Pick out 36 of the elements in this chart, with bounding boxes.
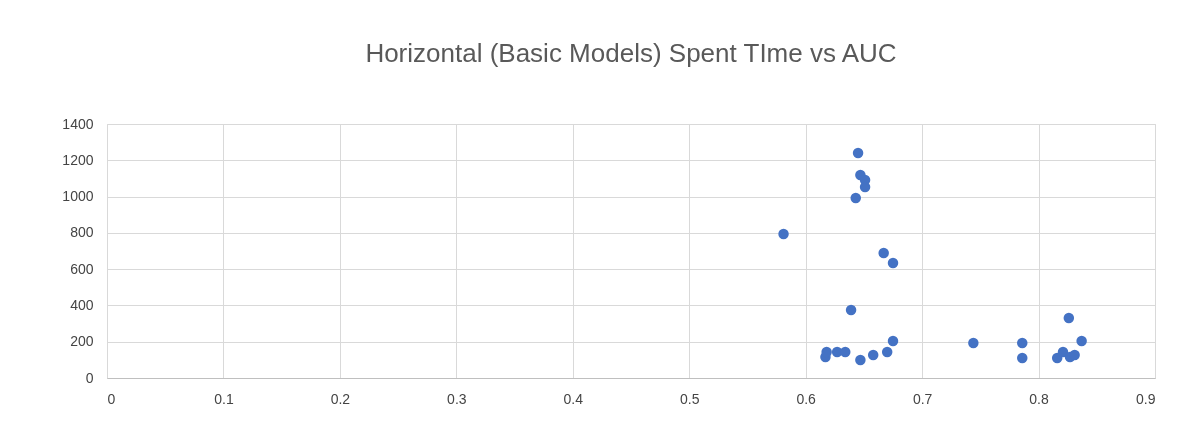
x-tick-label: 0.8 [1029, 390, 1049, 407]
y-tick-label: 1200 [62, 151, 94, 168]
point [881, 346, 893, 358]
chart-title: Horizontal (Basic Models) Spent TIme vs AUC [365, 38, 897, 68]
y-tick-label: 800 [70, 224, 94, 241]
point [1063, 312, 1075, 324]
x-tick-label: 0.6 [796, 390, 817, 407]
point [845, 304, 857, 316]
point [855, 354, 866, 366]
point [1076, 335, 1087, 347]
y-tick-label: 1000 [62, 188, 94, 205]
y-tick-label: 600 [70, 260, 94, 277]
point [878, 247, 889, 259]
y-tick-label: 1400 [62, 115, 94, 132]
point [1017, 337, 1028, 349]
point [852, 147, 864, 159]
point [887, 257, 899, 269]
y-tick-label: 200 [70, 333, 94, 350]
x-tick-label: 0.3 [447, 390, 467, 407]
x-tick-label: 0.5 [679, 390, 700, 407]
point [887, 335, 899, 347]
y-tick-label: 0 [85, 369, 94, 386]
x-tick-label: 0.9 [1136, 390, 1156, 407]
x-tick-label: 0.1 [214, 390, 234, 407]
point [778, 228, 789, 240]
x-tick-label: 0 [107, 390, 116, 407]
point [968, 337, 979, 349]
x-tick-label: 0.7 [912, 390, 933, 407]
point [840, 346, 851, 358]
point [1069, 349, 1080, 361]
point [867, 349, 879, 361]
x-tick-label: 0.4 [563, 390, 584, 407]
point [1017, 352, 1028, 364]
point [850, 192, 861, 204]
x-tick-label: 0.2 [330, 390, 351, 407]
y-tick-label: 400 [70, 296, 94, 313]
